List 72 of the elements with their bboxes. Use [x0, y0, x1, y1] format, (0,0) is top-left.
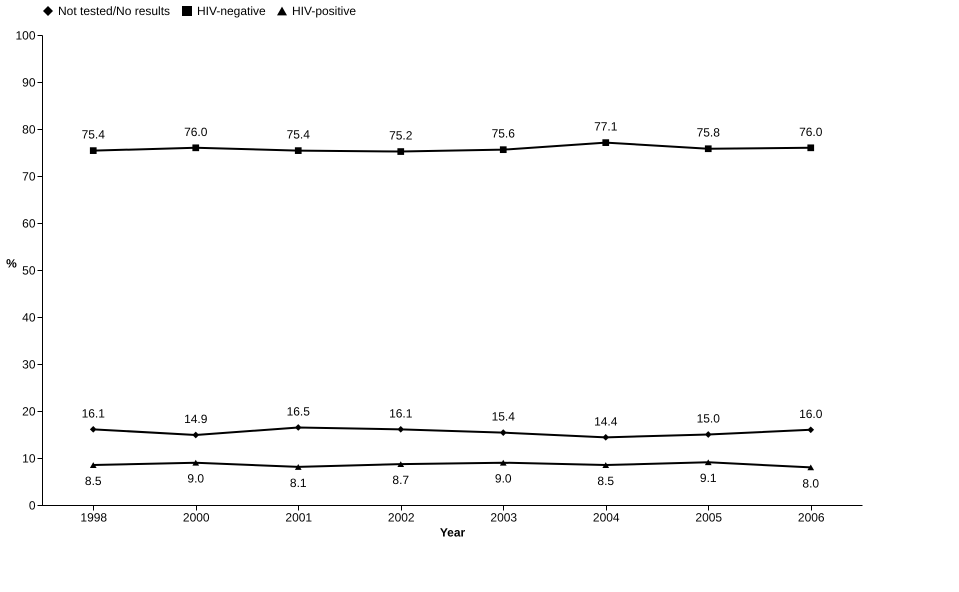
x-tick-label: 2000: [182, 510, 210, 524]
point: [192, 432, 200, 438]
point: [90, 147, 97, 154]
data-label: 9.0: [494, 472, 512, 486]
data-label: 77.1: [594, 120, 618, 134]
y-tick-label: 0: [28, 498, 36, 512]
data-label: 8.7: [392, 473, 410, 488]
y-tick-label: 70: [22, 170, 36, 184]
legend-label: HIV-negative: [197, 4, 266, 18]
legend-label: HIV-positive: [292, 4, 356, 18]
y-tick-label: 80: [22, 122, 36, 136]
x-tick-label: 2003: [490, 510, 518, 524]
y-tick-label: 50: [22, 264, 36, 278]
data-label: 8.0: [802, 476, 820, 490]
point: [294, 464, 302, 470]
x-tick-label: 2001: [285, 510, 312, 524]
x-axis-title: Year: [440, 526, 466, 540]
y-axis-title: %: [6, 256, 18, 270]
x-tick-label: 2002: [388, 510, 415, 524]
data-label: 8.5: [84, 474, 102, 488]
data-label: 76.0: [184, 124, 208, 139]
point: [704, 145, 712, 152]
point: [90, 426, 97, 433]
point: [704, 459, 712, 466]
point: [704, 431, 712, 438]
data-label: 75.4: [82, 128, 106, 142]
point: [500, 429, 507, 436]
x-tick-label: 2005: [695, 510, 722, 524]
point: [602, 434, 610, 441]
x-tick-label: 2006: [798, 510, 825, 524]
point: [500, 146, 507, 154]
data-label: 8.5: [597, 474, 614, 488]
data-label: 14.9: [184, 412, 208, 426]
point: [294, 424, 302, 431]
legend-label: Not tested/No results: [58, 4, 170, 18]
y-tick-label: 60: [22, 216, 36, 230]
data-label: 9.0: [187, 472, 204, 486]
data-label: 14.4: [594, 414, 618, 428]
point: [602, 139, 610, 146]
point: [397, 148, 404, 155]
point: [500, 460, 507, 466]
data-label: 8.1: [290, 476, 307, 490]
point: [807, 426, 814, 434]
y-tick-label: 100: [15, 28, 36, 42]
data-label: 16.1: [82, 406, 106, 420]
data-label: 9.1: [700, 471, 717, 486]
point: [192, 460, 200, 466]
y-tick-label: 30: [22, 358, 36, 372]
x-tick-label: 2004: [592, 510, 620, 524]
data-label: 16.1: [389, 406, 413, 420]
x-tick-label: 1998: [80, 510, 108, 524]
point: [397, 461, 404, 468]
data-label: 75.2: [389, 128, 413, 143]
y-tick-label: 40: [22, 310, 36, 324]
point: [90, 462, 97, 468]
data-label: 15.0: [696, 412, 720, 426]
data-label: 75.4: [286, 128, 310, 142]
point: [192, 144, 200, 152]
y-tick-label: 20: [22, 404, 36, 418]
data-label: 75.6: [492, 126, 516, 141]
data-label: 16.0: [799, 406, 823, 421]
data-label: 15.4: [492, 410, 516, 424]
point: [602, 462, 610, 468]
point: [294, 147, 302, 154]
point: [397, 426, 404, 433]
point: [807, 144, 814, 152]
data-label: 16.5: [286, 404, 310, 418]
data-label: 75.8: [696, 126, 720, 140]
y-tick-label: 90: [22, 76, 36, 90]
point: [807, 464, 814, 470]
y-tick-label: 10: [22, 452, 36, 466]
data-label: 76.0: [799, 124, 823, 139]
